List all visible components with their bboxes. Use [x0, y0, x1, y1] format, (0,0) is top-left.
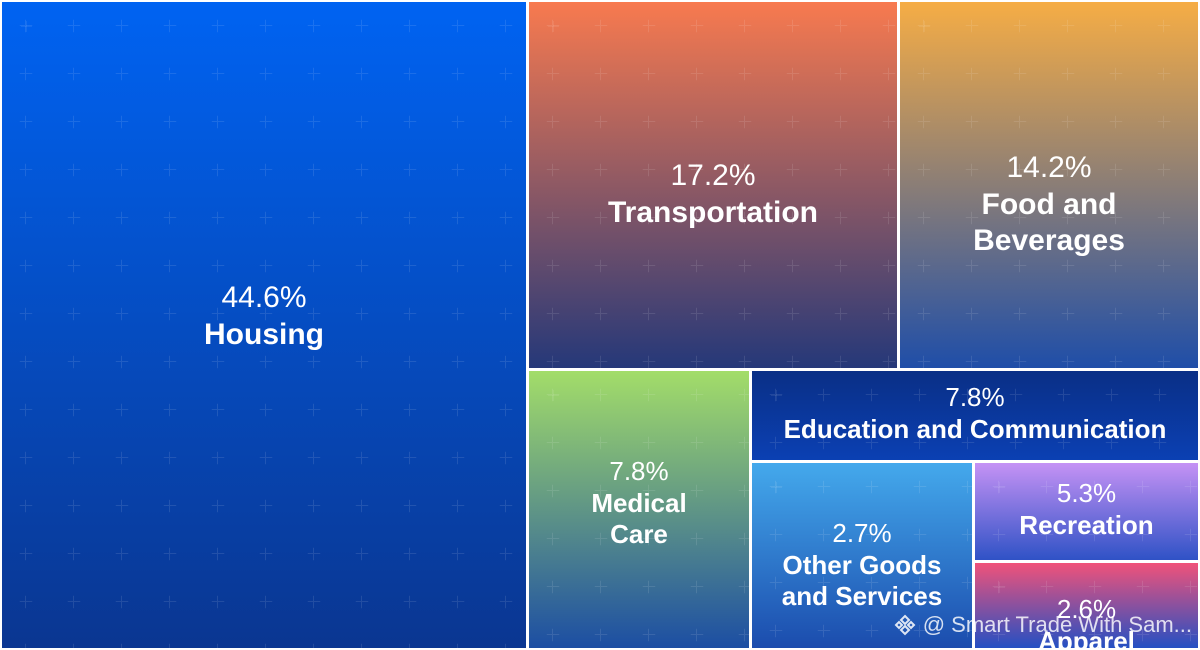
cell-value-label: 5.3% — [1056, 477, 1117, 508]
cell-text: 44.6% Housing — [204, 280, 324, 353]
cell-text: 17.2% Transportation — [608, 158, 818, 231]
cell-value-label: 17.2% — [670, 159, 756, 193]
treemap-cell-food-and-beverages: 14.2% Food and Beverages — [900, 2, 1198, 368]
cell-category-label: Education and Communication — [783, 413, 1167, 444]
cell-category-label: Housing — [204, 318, 324, 351]
treemap-cell-education-and-communication: 7.8% Education and Communication — [752, 371, 1198, 460]
watermark-text: @ Smart Trade With Sam... — [922, 612, 1192, 637]
cell-category-label: Food and Beverages — [973, 187, 1125, 258]
cell-value-label: 2.6% — [1056, 593, 1117, 624]
cell-text: 14.2% Food and Beverages — [973, 150, 1125, 260]
cell-category-label: Recreation — [1019, 509, 1154, 540]
cell-category-label: Transportation — [607, 196, 818, 229]
watermark: @ Smart Trade With Sam... — [893, 612, 1192, 638]
cell-value-label: 7.8% — [945, 381, 1005, 412]
treemap-cell-recreation: 5.3% Recreation — [975, 463, 1198, 560]
cell-category-label: Other Goods and Services — [781, 549, 943, 612]
cell-value-label: 44.6% — [221, 281, 307, 315]
cell-category-label: Apparel — [1038, 625, 1135, 649]
cell-text: 2.7% Other Goods and Services — [782, 518, 942, 613]
treemap-cell-medical-care: 7.8% Medical Care — [529, 371, 749, 648]
cell-category-label: Medical Care — [591, 487, 687, 550]
binance-diamond-icon — [894, 614, 916, 636]
cell-value-label: 7.8% — [609, 455, 669, 486]
cell-text: 5.3% Recreation — [1019, 478, 1153, 541]
cell-text: 2.6% Apparel — [1038, 594, 1135, 648]
cell-value-label: 14.2% — [1006, 151, 1092, 185]
cell-text: 7.8% Medical Care — [591, 456, 686, 551]
treemap-cell-transportation: 17.2% Transportation — [529, 2, 897, 368]
cell-text: 7.8% Education and Communication — [784, 382, 1167, 445]
treemap-cell-housing: 44.6% Housing — [2, 2, 526, 648]
cell-value-label: 2.7% — [832, 517, 892, 548]
